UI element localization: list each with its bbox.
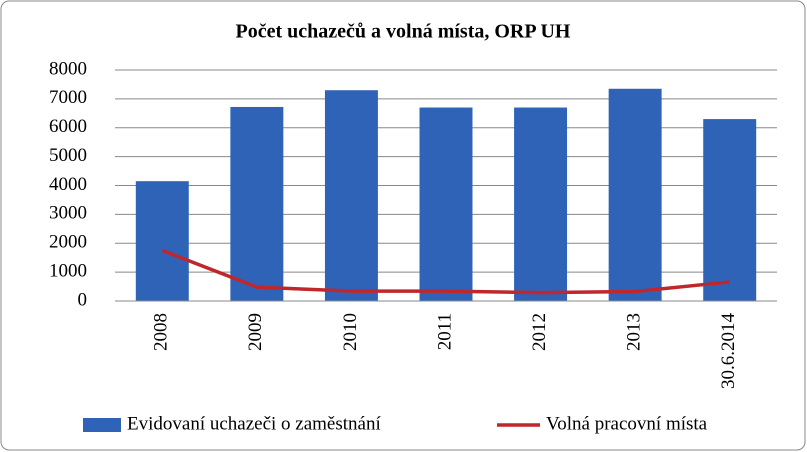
bar (608, 88, 662, 301)
legend-label: Evidovaní uchazeči o zaměstnání (127, 413, 381, 434)
bar (419, 107, 473, 301)
y-tick-label: 6000 (49, 116, 87, 137)
x-tick-label: 2010 (340, 313, 361, 351)
bar (324, 90, 378, 302)
x-tick-label: 2011 (434, 313, 455, 350)
y-tick-label: 7000 (49, 87, 87, 108)
y-tick-label: 3000 (49, 203, 87, 224)
y-tick-label: 2000 (49, 232, 87, 253)
x-tick-label: 2012 (529, 313, 550, 351)
x-tick-label: 2009 (245, 313, 266, 351)
x-tick-label: 2013 (624, 313, 645, 351)
x-tick-label: 30.6.2014 (718, 313, 739, 390)
y-tick-label: 0 (78, 289, 88, 310)
x-tick-label: 2008 (151, 313, 172, 351)
legend-label: Volná pracovní místa (546, 413, 708, 434)
bar (514, 107, 568, 301)
legend-swatch (83, 418, 121, 432)
chart-title: Počet uchazečů a volná místa, ORP UH (236, 21, 571, 43)
bar (703, 119, 757, 302)
y-tick-label: 5000 (49, 145, 87, 166)
y-tick-label: 1000 (49, 260, 87, 281)
y-tick-label: 4000 (49, 174, 87, 195)
y-tick-label: 8000 (49, 58, 87, 79)
line (161, 248, 730, 295)
bar (230, 106, 284, 302)
bar (135, 181, 189, 301)
